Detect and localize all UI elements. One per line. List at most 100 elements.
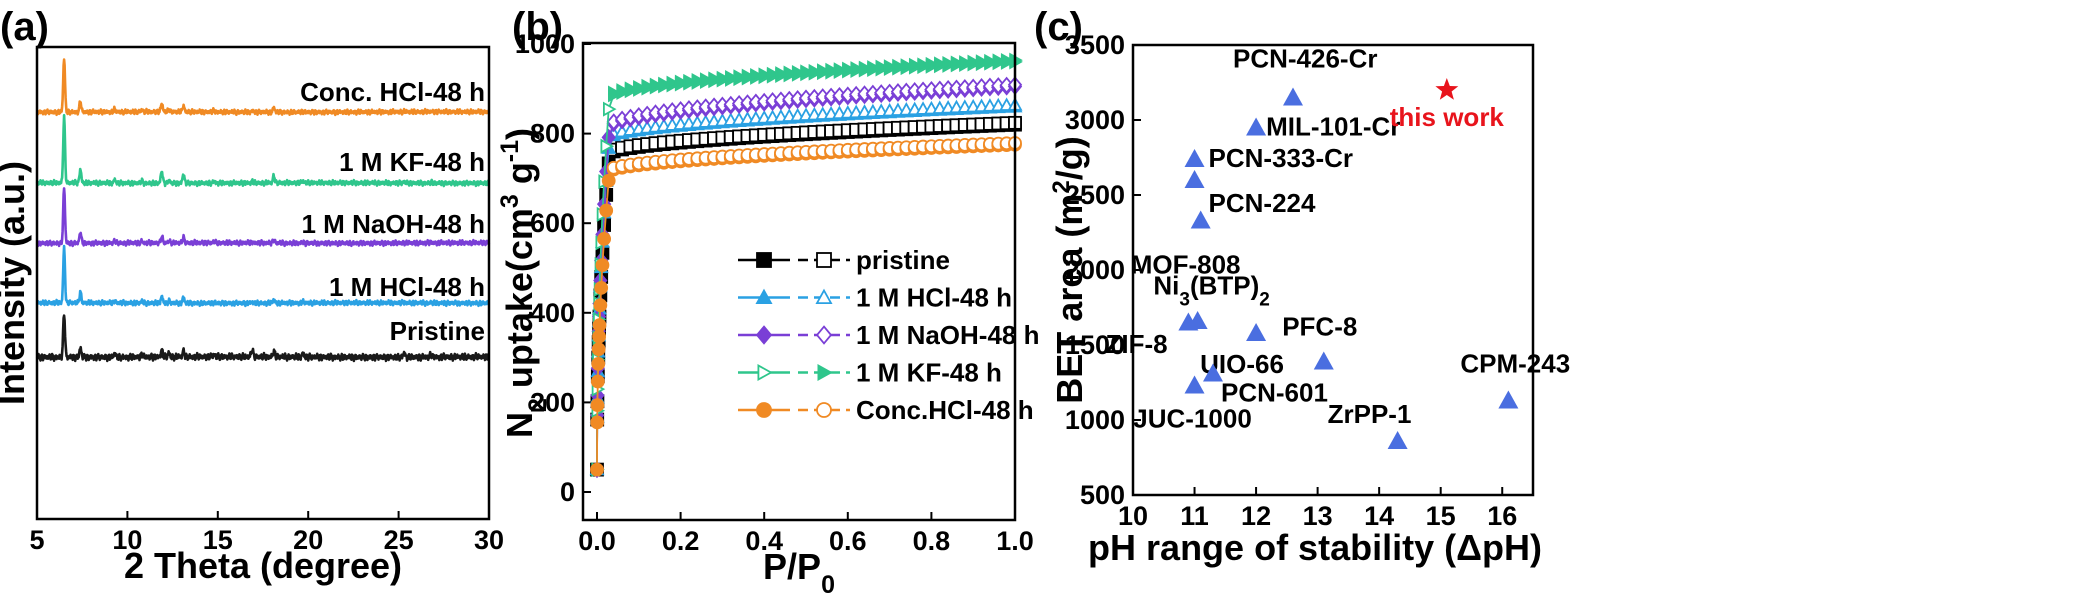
star-icon [1435,78,1459,100]
isotherm-point [593,298,608,313]
panel-b-x-tick-label: 0.0 [578,526,616,556]
isotherm-point [900,58,915,74]
panel-a-label: (a) [0,5,49,49]
isotherm-point [975,54,990,70]
panel-b-legend: pristine 1 M HCl-48 h 1 M NaOH-48 h 1 M KF-… [738,245,1040,425]
point-label: JUC-1000 [1133,404,1252,434]
legend-label: 1 M KF-48 h [856,358,1002,388]
point-marker [1184,170,1205,188]
panel-c-y-tick-label: 1000 [1065,405,1125,435]
xrd-trace-conc-hcl-48-h [36,58,491,117]
isotherm-point [590,415,605,430]
isotherm-point [825,62,839,78]
legend-entry-pristine: pristine [738,245,950,275]
isotherm-point [658,76,672,92]
point-juc-1000: JUC-1000 [1133,375,1252,434]
legend-marker-adsorption [755,288,773,305]
legend-marker-desorption [816,252,832,268]
isotherm-point [917,57,931,73]
point-zif-8: ZIF-8 [1106,311,1208,359]
panel-a-x-tick-label: 5 [29,525,44,555]
isotherm-point [600,138,615,154]
legend-marker-desorption [816,402,832,418]
point-this-work: this work [1390,78,1504,132]
panel-b-y-tick-label: 400 [530,298,575,328]
panel-c-y-tick-label: 1500 [1065,330,1125,360]
isotherm-point [758,67,773,83]
panel-a-x-tick-label: 15 [203,525,233,555]
isotherm-point [599,203,614,218]
isotherm-point [750,67,764,84]
legend-label: Conc.HCl-48 h [856,395,1034,425]
point-zrpp-1: ZrPP-1 [1328,399,1412,449]
isotherm-point [595,258,610,273]
point-marker [1184,149,1205,167]
isotherm-point [590,462,604,477]
legend-marker-desorption [817,363,833,382]
isotherm-point [875,59,890,75]
panel-a-frame [35,45,491,521]
isotherm-point [950,55,965,71]
legend-entry-1-m-naoh-48-h: 1 M NaOH-48 h [738,320,1040,350]
isotherm-point [908,57,923,73]
isotherm-point [1000,53,1015,69]
isotherm-point [603,101,617,117]
isotherm-point [633,79,647,96]
panel-b-x-tick-label: 0.2 [662,526,700,556]
panel-b-x-tick-label: 0.8 [913,526,951,556]
isotherm-point [892,58,906,74]
panel-c-x-tick-label: 10 [1118,501,1148,531]
point-label: PCN-601 [1221,378,1328,408]
panel-a: (a) 5 10 15 20 25 30 Conc. HCl-48 h 1 M KF-48… [0,5,504,586]
point-pcn-601: PCN-601 [1203,363,1328,408]
panel-c-x-axis-title: pH range of stability (ΔpH) [1088,527,1542,568]
isotherm-point [883,59,898,75]
legend-marker-desorption [815,325,833,345]
legend-marker-desorption [815,288,833,305]
isotherm-point [691,72,706,89]
panel-c-label: (c) [1034,5,1083,49]
xrd-trace-1-m-kf-48-h [35,113,490,188]
point-label: MOF-808 [1131,250,1241,280]
point-marker [1184,375,1205,394]
legend-marker-adsorption [757,363,773,382]
xrd-trace-1-m-naoh-48-h [36,187,491,248]
point-pfc-8: PFC-8 [1282,312,1357,370]
point-label: Ni3(BTP)2 [1153,271,1269,311]
legend-entry-1-m-kf-48-h: 1 M KF-48 h [738,358,1002,388]
isotherm-point [699,72,714,88]
legend-marker-adsorption [755,325,773,345]
panel-b-y-tick-label: 1000 [515,29,575,59]
isotherm-point [608,85,622,101]
point-marker [1187,311,1208,329]
panel-a-x-tick-label: 20 [293,525,323,555]
isotherm-conc-hcl-48-h [590,136,1022,477]
panel-c-x-tick-label: 14 [1364,501,1394,531]
legend-entry-conc-hcl-48-h: Conc.HCl-48 h [738,395,1034,425]
isotherm-point [591,356,606,371]
legend-entry-1-m-hcl-48-h: 1 M HCl-48 h [738,283,1012,313]
isotherm-point [590,374,605,389]
isotherm-point [967,54,982,70]
isotherm-point [800,64,814,80]
point-label: PFC-8 [1282,312,1357,342]
point-marker [1246,117,1267,136]
point-label: ZrPP-1 [1328,399,1412,429]
panel-a-x-ticks: 5 10 15 20 25 30 [29,511,504,555]
isotherm-1-m-kf-48-h [591,52,1023,478]
panel-a-x-tick-label: 30 [474,525,504,555]
panel-b-x-tick-label: 1.0 [996,526,1034,556]
isotherm-point [858,60,873,76]
isotherm-point [775,66,789,82]
trace-label-conc-hcl: Conc. HCl-48 h [300,77,485,107]
panel-b-label: (b) [512,5,563,49]
legend-label: 1 M HCl-48 h [856,283,1012,313]
point-pcn-333-cr: PCN-333-Cr [1184,143,1353,173]
panel-b-isotherms [589,52,1023,479]
isotherm-point [850,61,865,77]
legend-marker-adsorption [756,402,772,418]
isotherm-point [725,69,739,86]
